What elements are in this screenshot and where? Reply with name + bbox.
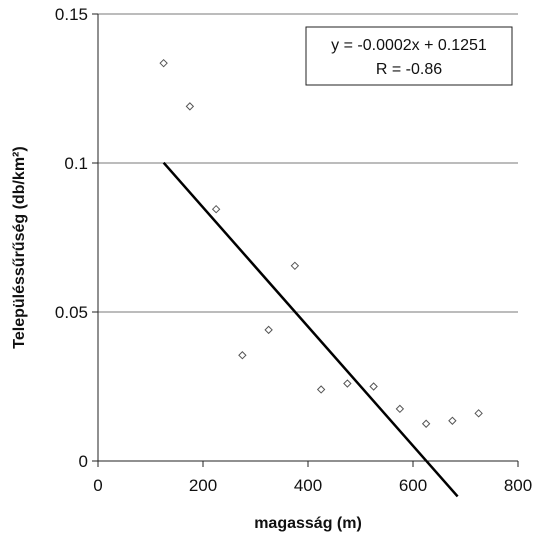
data-point <box>474 409 483 418</box>
x-tick-label: 0 <box>93 476 102 495</box>
x-tick-label: 600 <box>399 476 427 495</box>
data-point <box>421 419 431 428</box>
x-tick-labels: 0 200 400 600 800 <box>93 476 532 495</box>
y-tick-label: 0.15 <box>55 5 88 24</box>
data-point <box>185 102 195 111</box>
x-axis-title: magasság (m) <box>254 515 362 532</box>
x-tick-label: 200 <box>189 476 217 495</box>
y-tick-label: 0.05 <box>55 303 88 322</box>
equation-annotation: y = -0.0002x + 0.1251 R = -0.86 <box>305 26 513 86</box>
y-tick-label: 0 <box>79 452 88 471</box>
data-point <box>448 416 457 425</box>
x-tick-label: 400 <box>294 476 322 495</box>
x-tick-label: 800 <box>504 476 532 495</box>
data-point <box>238 351 247 360</box>
data-point <box>369 382 378 391</box>
data-point <box>264 325 273 335</box>
axes <box>92 13 519 467</box>
y-tick-label: 0.1 <box>64 154 88 173</box>
annotation-box <box>305 26 513 86</box>
data-point <box>159 58 168 68</box>
trendline-group <box>162 161 459 498</box>
gridlines <box>98 13 518 313</box>
data-point <box>316 385 326 394</box>
annotation-line: y = -0.0002x + 0.1251 <box>331 37 487 54</box>
data-point <box>343 379 352 388</box>
data-point <box>395 404 405 414</box>
annotation-line: R = -0.86 <box>376 61 442 78</box>
y-tick-labels: 0 0.05 0.1 0.15 <box>55 5 88 471</box>
data-point <box>290 261 300 271</box>
data-point <box>211 204 221 214</box>
trendline <box>162 161 459 498</box>
data-points <box>159 58 483 428</box>
y-axis-title: Településsűrűség (db/km²) <box>11 146 28 348</box>
